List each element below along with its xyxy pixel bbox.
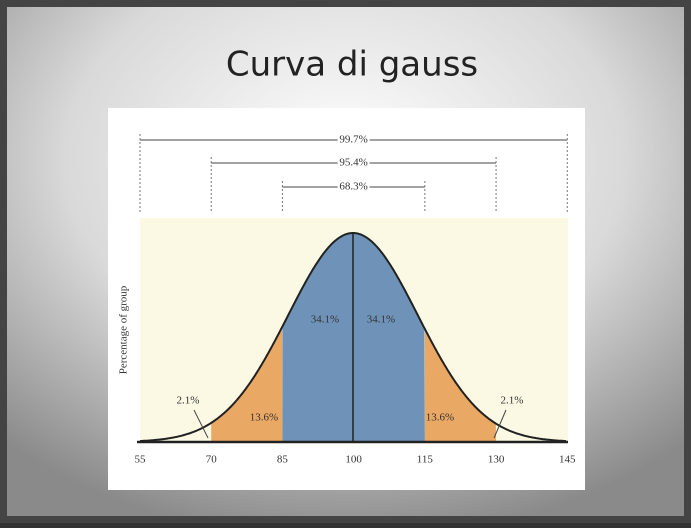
y-axis-label: Percentage of group	[118, 285, 130, 374]
range-label: 99.7%	[339, 134, 367, 146]
region-label: 34.1%	[367, 314, 395, 326]
region-label: 13.6%	[250, 412, 278, 424]
x-label: 55	[135, 454, 147, 466]
region-label: 34.1%	[311, 314, 339, 326]
x-label: 85	[277, 454, 289, 466]
region-label: 13.6%	[426, 412, 454, 424]
x-label: 145	[559, 454, 576, 466]
region-label: 2.1%	[177, 395, 200, 407]
tail-region	[424, 328, 497, 442]
range-label: 95.4%	[339, 157, 367, 169]
leader-line	[493, 409, 507, 439]
label-background	[337, 180, 370, 194]
region-label: 2.1%	[501, 395, 524, 407]
labels: 99.7% 95.4% 68.3% 2.1% 13.6% 34.1% 34.1% 13.6% 2…	[118, 133, 576, 466]
x-label: 115	[417, 454, 434, 466]
leader-line	[193, 409, 209, 439]
range-label: 68.3%	[339, 181, 367, 193]
x-label: 130	[488, 454, 505, 466]
label-background	[337, 133, 370, 147]
slide-title: Curva di gauss	[226, 45, 478, 85]
curve-group	[137, 232, 568, 444]
label-background	[337, 156, 370, 170]
x-label: 70	[206, 454, 218, 466]
tail-region	[211, 326, 283, 442]
x-label: 100	[345, 454, 362, 466]
